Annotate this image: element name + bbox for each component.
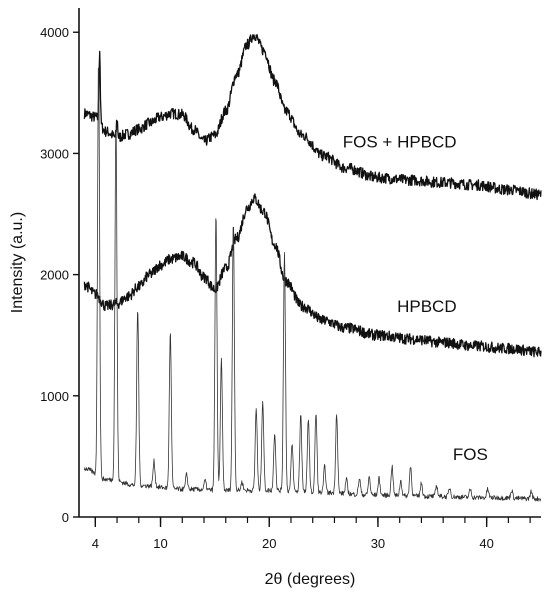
y-tick-label: 0 — [62, 510, 69, 525]
y-tick-label: 3000 — [40, 146, 69, 161]
axes: 0 1000 2000 3000 4000 4 10 20 30 40 — [40, 8, 541, 551]
plot-area — [83, 34, 542, 502]
y-tick-label: 2000 — [40, 268, 69, 283]
x-tick-label: 4 — [92, 536, 99, 551]
x-tick-label: 40 — [479, 536, 493, 551]
series-label: FOS — [453, 445, 488, 464]
series-label: HPBCD — [397, 297, 457, 316]
y-axis-title: Intensity (a.u.) — [9, 212, 26, 313]
x-tick-label: 30 — [371, 536, 385, 551]
x-tick-label: 20 — [262, 536, 276, 551]
series-line-fos-hpbcd — [83, 34, 542, 201]
x-axis-title: 2θ (degrees) — [265, 571, 356, 588]
y-tick-label: 1000 — [40, 389, 69, 404]
series-label: FOS + HPBCD — [343, 132, 457, 151]
x-ticks: 4 10 20 30 40 — [92, 517, 531, 551]
y-ticks: 0 1000 2000 3000 4000 — [40, 25, 79, 525]
y-tick-label: 4000 — [40, 25, 69, 40]
series-line-hpbcd — [83, 193, 542, 358]
x-tick-label: 10 — [153, 536, 167, 551]
series-annotations: FOS + HPBCD HPBCD FOS — [343, 132, 488, 464]
series-line-fos — [84, 67, 542, 502]
